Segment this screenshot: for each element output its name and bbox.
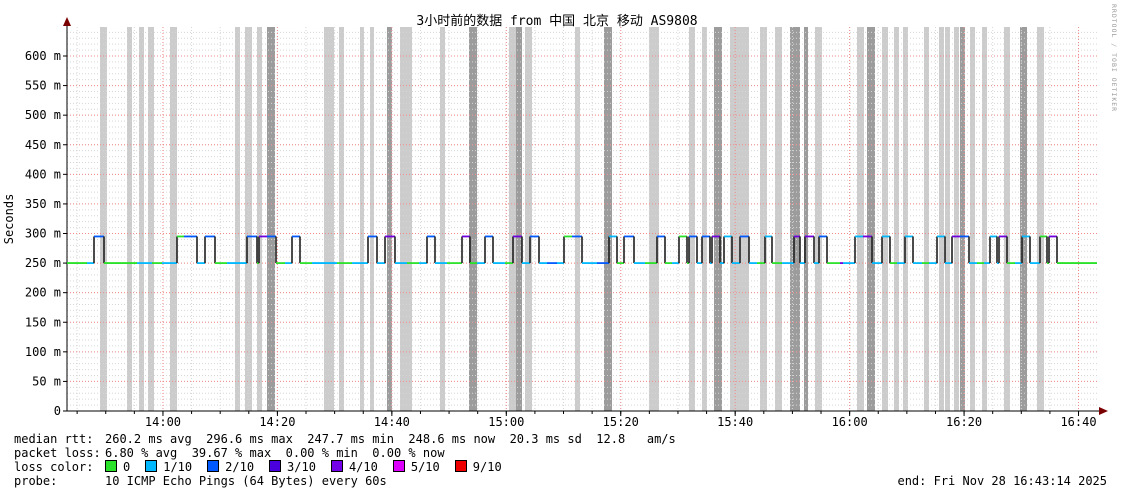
x-axis-arrow [1099, 407, 1108, 415]
y-axis-label: Seconds [2, 194, 16, 245]
x-tick-label: 16:20 [946, 415, 982, 429]
y-tick-label: 550 m [25, 79, 61, 93]
median-rtt-value: 260.2 ms avg 296.6 ms max 247.7 ms min 2… [105, 432, 676, 446]
y-tick-label: 150 m [25, 315, 61, 329]
loss-color-value: 1/10 [163, 460, 193, 474]
x-tick-label: 14:00 [145, 415, 181, 429]
loss-color-swatch [145, 460, 158, 472]
loss-legend-item: 5/10 [392, 460, 440, 474]
loss-color-swatch [392, 460, 405, 472]
loss-color-swatch [269, 460, 282, 472]
probe-row: probe: 10 ICMP Echo Pings (64 Bytes) ever… [14, 474, 1107, 488]
loss-color-label: loss color: [14, 460, 94, 474]
chart-title: 3小时前的数据 from 中国 北京 移动 AS9808 [416, 13, 697, 29]
loss-color-value: 4/10 [348, 460, 378, 474]
y-tick-label: 350 m [25, 197, 61, 211]
loss-color-swatch [105, 460, 117, 472]
loss-legend-item: 2/10 [207, 460, 254, 474]
y-tick-label: 100 m [25, 345, 61, 359]
x-tick-label: 15:20 [603, 415, 639, 429]
y-axis-arrow [63, 17, 71, 26]
axes [63, 17, 1108, 416]
y-tick-label: 0 [54, 404, 61, 418]
loss-color-swatch [207, 460, 220, 472]
loss-legend-item: 3/10 [269, 460, 316, 474]
loss-color-swatch [330, 460, 343, 472]
loss-color-value: 0 [123, 460, 131, 474]
x-tick-label: 14:20 [259, 415, 295, 429]
loss-bands [100, 27, 1044, 411]
x-tick-label: 16:40 [1060, 415, 1096, 429]
y-tick-label: 250 m [25, 256, 61, 270]
footer-stats: median rtt: 260.2 ms avg 296.6 ms max 247… [14, 432, 1107, 488]
y-tick-label: 500 m [25, 108, 61, 122]
loss-legend-item: 0 [105, 460, 130, 474]
y-tick-label: 200 m [25, 286, 61, 300]
loss-legend-item: 1/10 [145, 460, 192, 474]
y-tick-label: 600 m [25, 49, 61, 63]
loss-color-value: 2/10 [225, 460, 255, 474]
x-tick-label: 16:00 [832, 415, 868, 429]
y-tick-label: 300 m [25, 227, 61, 241]
x-tick-label: 14:40 [374, 415, 410, 429]
loss-legend-item: 9/10 [454, 460, 502, 474]
median-rtt-line [67, 235, 1097, 264]
packet-loss-row: packet loss: 6.80 % avg 39.67 % max 0.00 … [14, 446, 1107, 460]
median-rtt-label: median rtt: [14, 432, 94, 446]
loss-legend-item: 4/10 [330, 460, 378, 474]
probe-value: 10 ICMP Echo Pings (64 Bytes) every 60s [105, 474, 387, 488]
y-tick-label: 50 m [32, 374, 61, 388]
chart-text: 3小时前的数据 from 中国 北京 移动 AS9808 0 50 m 100 m 15… [2, 13, 1097, 429]
rrdtool-watermark: RRDTOOL / TOBI OETIKER [1110, 4, 1118, 113]
loss-color-row: loss color: 0 1/10 2/10 3/10 4/10 5/10 9/10 [14, 460, 1107, 474]
packet-loss-label: packet loss: [14, 446, 101, 460]
loss-color-value: 3/10 [287, 460, 316, 474]
end-timestamp: end: Fri Nov 28 16:43:14 2025 [897, 474, 1107, 488]
loss-color-value: 5/10 [410, 460, 440, 474]
y-tick-label: 400 m [25, 167, 61, 181]
median-rtt-row: median rtt: 260.2 ms avg 296.6 ms max 247… [14, 432, 1107, 446]
x-tick-label: 15:00 [488, 415, 524, 429]
loss-color-swatch [454, 460, 467, 472]
packet-loss-value: 6.80 % avg 39.67 % max 0.00 % min 0.00 %… [105, 446, 445, 460]
y-tick-label: 450 m [25, 138, 61, 152]
loss-color-legend: 0 1/10 2/10 3/10 4/10 5/10 9/10 [105, 460, 517, 474]
latency-chart: 3小时前的数据 from 中国 北京 移动 AS9808 0 50 m 100 m 15… [2, 13, 1108, 429]
probe-label: probe: [14, 474, 58, 488]
x-tick-label: 15:40 [717, 415, 753, 429]
loss-color-value: 9/10 [472, 460, 502, 474]
